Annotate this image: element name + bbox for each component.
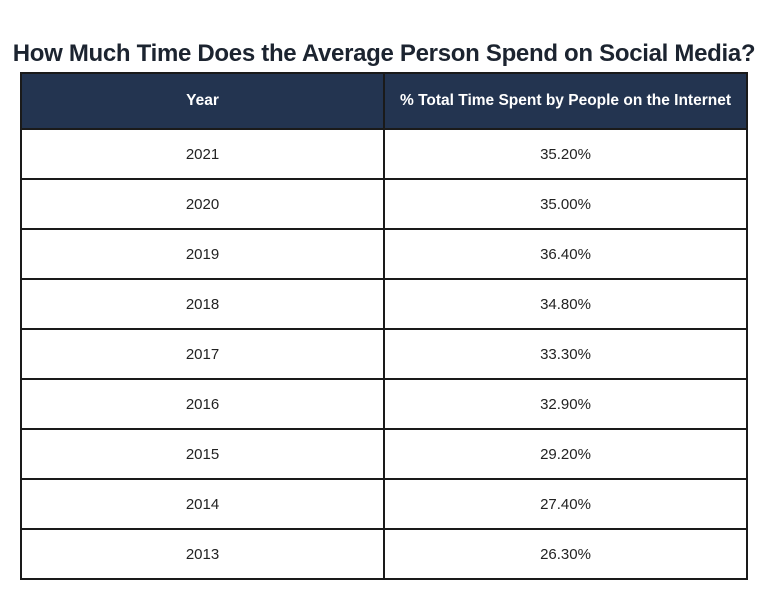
table-body: 2021 35.20% 2020 35.00% 2019 36.40% 2018 34.80%… xyxy=(20,128,748,580)
percentage-cell: 33.30% xyxy=(383,328,748,380)
table-row: 2018 34.80% xyxy=(20,278,748,330)
year-cell: 2020 xyxy=(20,178,385,230)
table-row: 2017 33.30% xyxy=(20,328,748,380)
percentage-cell: 35.00% xyxy=(383,178,748,230)
table-row: 2014 27.40% xyxy=(20,478,748,530)
table-row: 2019 36.40% xyxy=(20,228,748,280)
year-cell: 2017 xyxy=(20,328,385,380)
table-row: 2020 35.00% xyxy=(20,178,748,230)
table-row: 2021 35.20% xyxy=(20,128,748,180)
year-cell: 2021 xyxy=(20,128,385,180)
table-header-row: Year % Total Time Spent by People on the… xyxy=(20,72,748,130)
year-cell: 2014 xyxy=(20,478,385,530)
year-cell: 2013 xyxy=(20,528,385,580)
table-row: 2015 29.20% xyxy=(20,428,748,480)
table-header: Year % Total Time Spent by People on the… xyxy=(20,72,748,130)
percentage-cell: 29.20% xyxy=(383,428,748,480)
year-cell: 2019 xyxy=(20,228,385,280)
page-title: How Much Time Does the Average Person Sp… xyxy=(12,40,756,68)
year-column-header: Year xyxy=(20,72,385,130)
table-row: 2016 32.90% xyxy=(20,378,748,430)
percentage-cell: 32.90% xyxy=(383,378,748,430)
table-row: 2013 26.30% xyxy=(20,528,748,580)
percentage-cell: 34.80% xyxy=(383,278,748,330)
percentage-cell: 27.40% xyxy=(383,478,748,530)
year-cell: 2016 xyxy=(20,378,385,430)
percentage-cell: 35.20% xyxy=(383,128,748,180)
percentage-cell: 26.30% xyxy=(383,528,748,580)
year-cell: 2015 xyxy=(20,428,385,480)
percentage-cell: 36.40% xyxy=(383,228,748,280)
year-cell: 2018 xyxy=(20,278,385,330)
percentage-column-header: % Total Time Spent by People on the Inte… xyxy=(383,72,748,130)
social-media-time-table: Year % Total Time Spent by People on the… xyxy=(20,72,748,580)
